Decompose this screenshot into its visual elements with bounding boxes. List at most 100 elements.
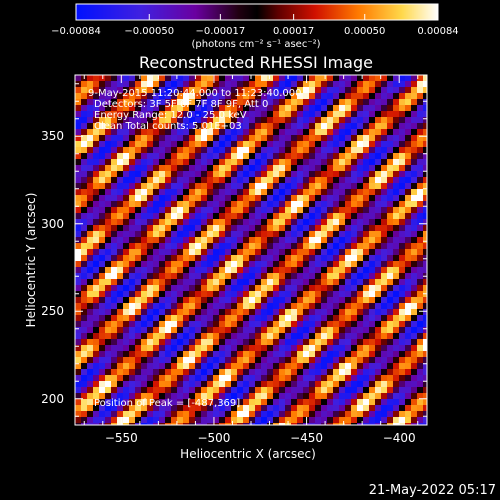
heatmap-cell [357,147,364,154]
heatmap-cell [153,345,160,352]
heatmap-cell [147,387,154,394]
heatmap-cell [141,153,148,160]
heatmap-cell [387,207,394,214]
heatmap-cell [231,423,238,425]
heatmap-cell [201,93,208,100]
heatmap-cell [195,117,202,124]
heatmap-cell [243,345,250,352]
heatmap-cell [381,99,388,106]
heatmap-cell [249,369,256,376]
heatmap-cell [177,213,184,220]
heatmap-cell [87,399,94,406]
heatmap-cell [291,393,298,400]
heatmap-cell [237,315,244,322]
heatmap-cell [339,105,346,112]
heatmap-cell [99,357,106,364]
heatmap-cell [195,393,202,400]
heatmap-cell [117,369,124,376]
heatmap-cell [99,255,106,262]
heatmap-cell [123,249,130,256]
heatmap-cell [387,129,394,136]
heatmap-cell [249,291,256,298]
heatmap-cell [237,123,244,130]
heatmap-cell [351,255,358,262]
heatmap-cell [231,243,238,250]
heatmap-cell [135,393,142,400]
heatmap-cell [75,225,82,232]
heatmap-cell [165,303,172,310]
heatmap-cell [177,273,184,280]
heatmap-cell [105,105,112,112]
heatmap-cell [87,285,94,292]
heatmap-cell [387,123,394,130]
heatmap-cell [171,315,178,322]
heatmap-cell [129,267,136,274]
heatmap-cell [243,213,250,220]
heatmap-cell [411,99,418,106]
heatmap-cell [261,237,268,244]
heatmap-cell [87,135,94,142]
heatmap-cell [231,297,238,304]
heatmap-cell [171,411,178,418]
heatmap-cell [165,297,172,304]
heatmap-cell [171,129,178,136]
heatmap-cell [153,183,160,190]
heatmap-cell [309,213,316,220]
heatmap-cell [411,207,418,214]
heatmap-cell [357,225,364,232]
heatmap-cell [399,399,406,406]
heatmap-cell [309,423,316,425]
heatmap-cell [147,195,154,202]
heatmap-cell [411,231,418,238]
heatmap-cell [381,369,388,376]
heatmap-cell [411,75,418,82]
heatmap-cell [327,177,334,184]
heatmap-cell [147,339,154,346]
heatmap-cell [369,135,376,142]
heatmap-cell [411,81,418,88]
heatmap-cell [201,243,208,250]
heatmap-cell [225,219,232,226]
heatmap-cell [405,207,412,214]
heatmap-cell [201,381,208,388]
heatmap-cell [351,129,358,136]
heatmap-cell [231,177,238,184]
heatmap-cell [189,357,196,364]
heatmap-cell [333,111,340,118]
heatmap-cell [129,309,136,316]
heatmap-cell [393,213,400,220]
heatmap-cell [207,345,214,352]
heatmap-cell [255,267,262,274]
heatmap-cell [333,375,340,382]
heatmap-cell [291,369,298,376]
heatmap-cell [81,141,88,148]
colorbar-tick-label: −0.00017 [195,26,246,37]
heatmap-cell [207,165,214,172]
heatmap-cell [189,381,196,388]
heatmap-cell [93,363,100,370]
heatmap-cell [177,375,184,382]
heatmap-cell [375,363,382,370]
heatmap-cell [393,231,400,238]
heatmap-cell [159,303,166,310]
heatmap-cell [321,345,328,352]
heatmap-cell [225,291,232,298]
heatmap-cell [405,375,412,382]
heatmap-cell [99,399,106,406]
heatmap-cell [363,333,370,340]
heatmap-cell [75,177,82,184]
heatmap-cell [315,249,322,256]
heatmap-cell [93,291,100,298]
heatmap-cell [327,87,334,94]
heatmap-cell [213,315,220,322]
heatmap-cell [381,153,388,160]
heatmap-cell [117,423,124,425]
heatmap-cell [363,183,370,190]
heatmap-cell [333,99,340,106]
heatmap-cell [129,117,136,124]
heatmap-cell [291,243,298,250]
heatmap-cell [225,333,232,340]
heatmap-cell [315,117,322,124]
heatmap-cell [153,111,160,118]
heatmap-cell [237,75,244,82]
